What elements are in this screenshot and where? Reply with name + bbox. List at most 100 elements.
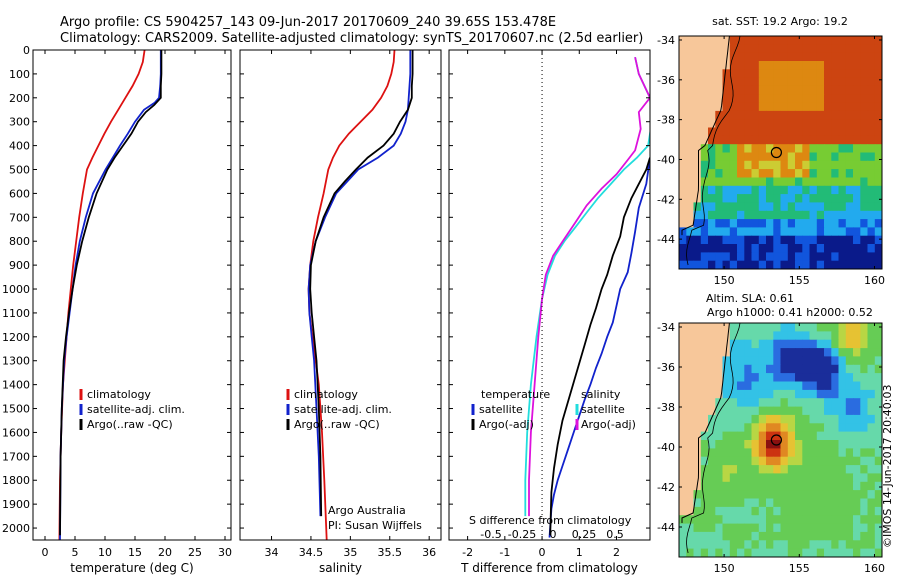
map-cell — [737, 160, 745, 170]
map-cell — [802, 406, 811, 416]
map-cell — [715, 381, 724, 391]
map-cell — [780, 531, 789, 541]
map-cell — [758, 94, 767, 104]
map-cell — [773, 431, 782, 441]
map-cell — [686, 235, 695, 245]
map-cell — [809, 69, 818, 79]
map-cell — [816, 506, 825, 516]
map-cell — [787, 356, 796, 366]
salinity-plot: 34 34.5 35 35.5 36salinityclimatologysatelli… — [239, 49, 442, 575]
map-cell — [874, 194, 882, 203]
map-cell — [838, 406, 847, 416]
map-cell — [751, 448, 760, 458]
map-cell — [766, 398, 774, 408]
map-cell — [874, 515, 882, 525]
map-cell — [831, 373, 840, 383]
map-cell — [845, 102, 854, 112]
map-cell — [751, 548, 760, 557]
map-cell — [787, 135, 796, 145]
map-cell — [715, 260, 724, 269]
map-cell — [831, 210, 840, 220]
map-cell — [853, 373, 861, 383]
map-cell — [773, 185, 782, 195]
map-cell — [874, 540, 882, 550]
map-cell — [838, 523, 847, 533]
map-xtick-label: 150 — [714, 274, 735, 287]
map-cell — [838, 531, 847, 541]
map-cell — [744, 364, 753, 374]
map-cell — [715, 127, 724, 137]
map-cell — [809, 506, 818, 516]
map-cell — [860, 244, 869, 253]
map-cell — [758, 339, 767, 349]
map-cell — [831, 431, 840, 441]
map-cell — [780, 348, 789, 358]
map-cell — [838, 244, 847, 253]
map-cell — [831, 473, 840, 483]
map-cell — [809, 440, 818, 449]
map-cell — [679, 169, 687, 178]
map-cell — [860, 127, 869, 137]
map-cell — [722, 36, 731, 45]
map-cell — [874, 481, 882, 491]
map-cell — [744, 94, 753, 104]
map-cell — [867, 481, 876, 491]
map-cell — [845, 323, 854, 332]
map-cell — [766, 339, 774, 349]
map-cell — [766, 540, 774, 550]
map-cell — [838, 506, 847, 516]
map-cell — [824, 431, 832, 441]
map-cell — [700, 260, 709, 269]
map-cell — [722, 102, 731, 112]
map-cell — [867, 406, 876, 416]
map-cell — [853, 260, 861, 269]
map-cell — [693, 323, 702, 332]
map-cell — [845, 540, 854, 550]
map-cell — [758, 364, 767, 374]
map-cell — [700, 127, 709, 137]
map-cell — [874, 473, 882, 483]
map-cell — [737, 244, 745, 253]
map-cell — [860, 85, 869, 95]
legend-label: satellite-adj. clim. — [87, 403, 185, 416]
map-cell — [853, 235, 861, 245]
map-cell — [679, 465, 687, 475]
map-cell — [737, 473, 745, 483]
map-cell — [679, 373, 687, 383]
map-cell — [729, 406, 738, 416]
map-xtick-label: 155 — [789, 274, 810, 287]
map-cell — [715, 61, 724, 70]
map-cell — [845, 244, 854, 253]
map-cell — [874, 398, 882, 408]
map-cell — [809, 235, 818, 245]
map-cell — [780, 456, 789, 466]
map-cell — [766, 490, 774, 500]
map-cell — [809, 414, 818, 424]
map-cell — [853, 414, 861, 424]
map-cell — [809, 515, 818, 525]
map-cell — [729, 102, 738, 112]
map-cell — [700, 389, 709, 399]
map-cell — [824, 323, 832, 332]
map-cell — [831, 339, 840, 349]
map-cell — [853, 127, 861, 137]
xtick-label: 36 — [422, 546, 436, 559]
map-cell — [831, 548, 840, 557]
map-cell — [729, 523, 738, 533]
map-cell — [686, 44, 695, 54]
map-cell — [700, 490, 709, 500]
map-cell — [867, 414, 876, 424]
map-cell — [708, 127, 716, 137]
map-cell — [860, 356, 869, 366]
map-cell — [780, 414, 789, 424]
map-cell — [693, 77, 702, 87]
map-cell — [809, 185, 818, 195]
map-cell — [722, 448, 731, 458]
secondary-x-axis-label: S difference from climatology — [469, 514, 632, 527]
map-cell — [679, 252, 687, 262]
map-cell — [773, 144, 782, 154]
map-cell — [686, 177, 695, 187]
map-cell — [751, 94, 760, 104]
map-cell — [722, 135, 731, 145]
map-cell — [773, 235, 782, 245]
